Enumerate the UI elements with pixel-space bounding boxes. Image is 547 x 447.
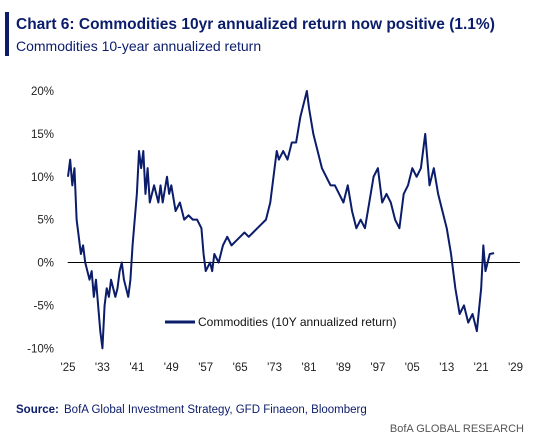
y-tick-label: -10% [27,343,54,355]
title-accent [5,12,9,56]
x-tick-label: '49 [164,362,179,374]
y-tick-label: -5% [34,300,54,312]
y-tick-label: 15% [31,129,54,141]
y-tick-label: 0% [37,258,54,270]
x-tick-label: '97 [370,362,385,374]
x-tick-label: '21 [474,362,489,374]
data-line [67,89,495,350]
x-tick-label: '33 [95,362,110,374]
x-tick-label: '73 [267,362,282,374]
source: BofA Global Investment Strategy, GFD Fin… [64,404,367,416]
x-tick-label: '29 [508,362,523,374]
x-tick-label: '89 [336,362,351,374]
x-tick-label: '65 [233,362,248,374]
y-tick-label: 5% [37,215,54,227]
source-label: Source: [16,404,59,416]
credit: BofA GLOBAL RESEARCH [390,423,524,435]
x-tick-label: '13 [439,362,454,374]
chart-subtitle: Commodities 10-year annualized return [16,38,261,54]
x-tick-label: '41 [129,362,144,374]
y-tick-label: 20% [31,86,54,98]
legend-label: Commodities (10Y annualized return) [198,315,397,329]
x-tick-label: '81 [302,362,317,374]
x-tick-label: '25 [61,362,76,374]
y-tick-label: 10% [31,172,54,184]
x-tick-label: '05 [405,362,420,374]
chart-title: Chart 6: Commodities 10yr annualized ret… [16,16,495,33]
x-tick-label: '57 [198,362,213,374]
